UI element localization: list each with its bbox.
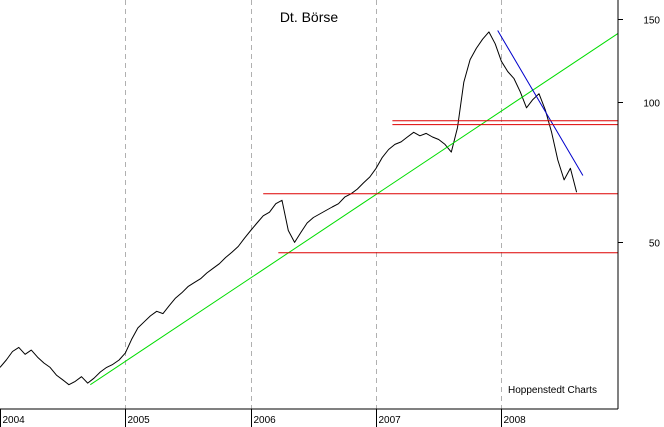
y-tick-label: 50 [649,239,661,250]
x-tick-label: 2004 [3,415,26,426]
grid-layer [125,0,502,409]
series-layer [0,30,619,386]
x-tick-label: 2007 [379,415,402,426]
chart-credit: Hoppenstedt Charts [508,385,597,396]
x-tick-label: 2005 [128,415,151,426]
y-tick-label: 100 [643,99,660,110]
x-tick-label: 2008 [504,415,527,426]
y-tick-label: 150 [643,16,660,27]
x-tick-label: 2006 [254,415,277,426]
price-series-line [0,31,578,386]
overlay-line [90,32,619,386]
chart-title: Dt. Börse [280,9,339,25]
overlay-line [497,30,584,176]
